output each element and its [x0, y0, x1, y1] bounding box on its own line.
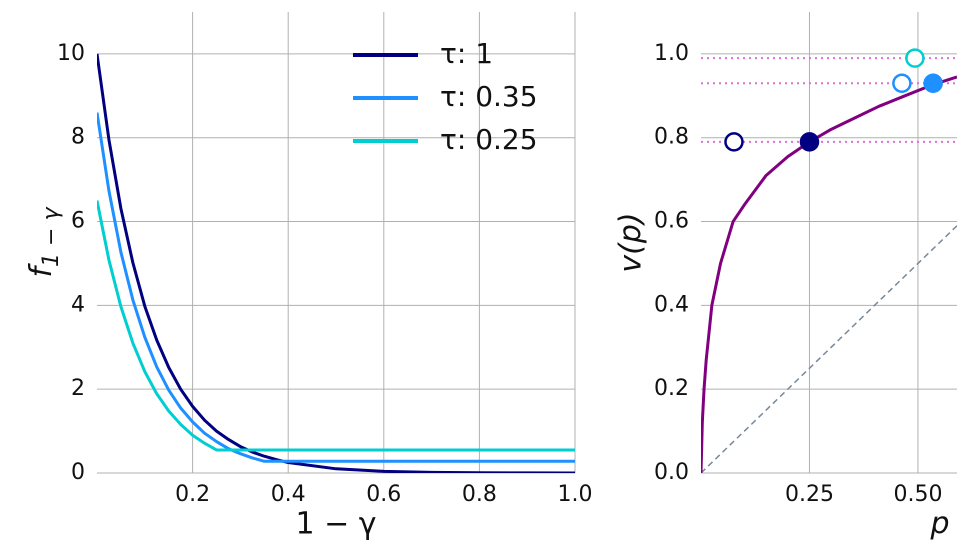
y-tick-label: 0.0 — [654, 460, 689, 485]
data-line — [97, 53, 575, 473]
data-line — [701, 75, 957, 473]
subplot: 0.0 0.2 0.4 0.6 0.8 1.0 0.25 0.50p v(p) — [614, 12, 957, 542]
legend-label: τ: 1 — [440, 37, 493, 70]
x-tick-label: 0.6 — [366, 482, 401, 507]
marker — [724, 132, 744, 152]
marker — [892, 73, 912, 93]
y-tick-label: 0.4 — [654, 292, 689, 317]
y-tick-label: 0.6 — [654, 209, 689, 234]
x-tick-label: 0.50 — [893, 482, 942, 507]
plot-area — [701, 57, 957, 473]
x-axis-label: 1 − γ — [295, 507, 376, 542]
x-tick-label: 0.8 — [462, 482, 497, 507]
y-tick-label: 0.2 — [654, 376, 689, 401]
y-tick-label: 1.0 — [654, 41, 689, 66]
data-line — [97, 200, 575, 452]
x-axis-label: p — [929, 507, 949, 542]
y-tick-label: 8 — [71, 125, 85, 150]
y-axis-label: v(p) — [614, 212, 649, 272]
marker — [905, 48, 925, 68]
x-tick-label: 0.4 — [271, 482, 306, 507]
reference-line — [701, 225, 957, 473]
x-tick-label: 1.0 — [558, 482, 593, 507]
y-axis-label-subscript: 1 − γ — [39, 207, 64, 267]
legend-label: τ: 0.25 — [440, 123, 538, 156]
marker — [923, 73, 943, 93]
y-tick-label: 10 — [57, 41, 85, 66]
y-tick-label: 4 — [71, 292, 85, 317]
x-tick-label: 0.2 — [175, 482, 210, 507]
y-tick-label: 0 — [71, 460, 85, 485]
y-tick-label: 0.8 — [654, 125, 689, 150]
y-axis-label: f1 − γ — [24, 207, 65, 278]
legend-label: τ: 0.35 — [440, 80, 538, 113]
marker — [799, 132, 820, 152]
x-tick-label: 0.25 — [785, 482, 834, 507]
plot-area — [97, 53, 575, 473]
y-tick-label: 6 — [71, 209, 85, 234]
y-tick-label: 2 — [71, 376, 85, 401]
